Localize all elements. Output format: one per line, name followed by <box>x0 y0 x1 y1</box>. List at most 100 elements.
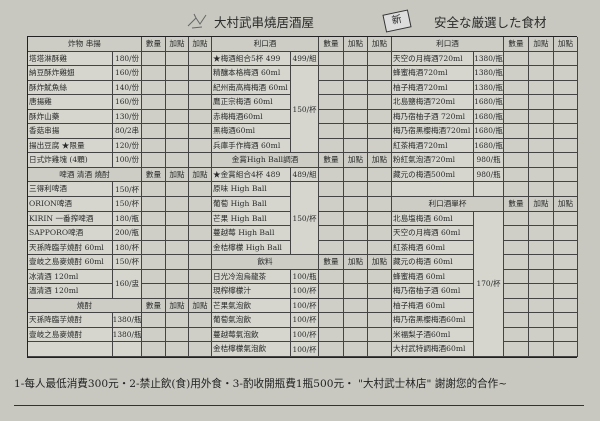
add-order-input[interactable] <box>344 80 368 96</box>
add-order-input[interactable] <box>554 327 578 343</box>
quantity-input[interactable] <box>142 226 166 241</box>
quantity-input[interactable] <box>142 95 166 110</box>
add-order-input[interactable] <box>189 138 212 154</box>
add-order-input[interactable] <box>368 211 392 227</box>
quantity-input[interactable] <box>504 240 529 256</box>
add-order-input[interactable] <box>344 182 368 197</box>
quantity-input[interactable] <box>142 313 166 328</box>
add-order-input[interactable] <box>529 124 554 139</box>
quantity-input[interactable] <box>319 342 344 357</box>
quantity-input[interactable] <box>142 138 166 154</box>
add-order-input[interactable] <box>368 80 392 96</box>
add-order-input[interactable] <box>166 255 189 270</box>
add-order-input[interactable] <box>166 226 189 241</box>
add-order-input[interactable] <box>344 327 368 343</box>
add-order-input[interactable] <box>554 211 578 227</box>
add-order-input[interactable] <box>554 284 578 299</box>
add-order-input[interactable] <box>166 95 189 110</box>
add-order-input[interactable] <box>189 66 212 81</box>
quantity-input[interactable] <box>319 240 344 256</box>
add-order-input[interactable] <box>344 95 368 110</box>
quantity-input[interactable] <box>142 255 166 270</box>
quantity-input[interactable] <box>319 167 344 183</box>
add-order-input[interactable] <box>344 226 368 241</box>
add-order-input[interactable] <box>189 51 212 67</box>
quantity-input[interactable] <box>504 167 529 183</box>
add-order-input[interactable] <box>166 211 189 227</box>
quantity-input[interactable] <box>504 269 529 285</box>
add-order-input[interactable] <box>529 226 554 241</box>
add-order-input[interactable] <box>554 80 578 96</box>
add-order-input[interactable] <box>368 51 392 67</box>
quantity-input[interactable] <box>504 80 529 96</box>
add-order-input[interactable] <box>368 298 392 314</box>
quantity-input[interactable] <box>142 66 166 81</box>
quantity-input[interactable] <box>142 240 166 256</box>
quantity-input[interactable] <box>319 211 344 227</box>
add-order-input[interactable] <box>189 80 212 96</box>
add-order-input[interactable] <box>368 124 392 139</box>
add-order-input[interactable] <box>368 66 392 81</box>
add-order-input[interactable] <box>344 284 368 299</box>
add-order-input[interactable] <box>344 211 368 227</box>
quantity-input[interactable] <box>142 269 166 285</box>
add-order-input[interactable] <box>166 342 189 357</box>
add-order-input[interactable] <box>368 138 392 154</box>
add-order-input[interactable] <box>344 124 368 139</box>
add-order-input[interactable] <box>554 313 578 328</box>
add-order-input[interactable] <box>529 313 554 328</box>
add-order-input[interactable] <box>554 124 578 139</box>
add-order-input[interactable] <box>189 226 212 241</box>
add-order-input[interactable] <box>344 66 368 81</box>
quantity-input[interactable] <box>319 124 344 139</box>
quantity-input[interactable] <box>142 153 166 168</box>
quantity-input[interactable] <box>319 197 344 212</box>
add-order-input[interactable] <box>344 240 368 256</box>
add-order-input[interactable] <box>189 109 212 125</box>
add-order-input[interactable] <box>368 327 392 343</box>
quantity-input[interactable] <box>319 298 344 314</box>
add-order-input[interactable] <box>368 109 392 125</box>
add-order-input[interactable] <box>368 284 392 299</box>
add-order-input[interactable] <box>166 327 189 343</box>
quantity-input[interactable] <box>504 284 529 299</box>
add-order-input[interactable] <box>554 226 578 241</box>
quantity-input[interactable] <box>504 182 529 197</box>
quantity-input[interactable] <box>504 211 529 227</box>
add-order-input[interactable] <box>344 342 368 357</box>
quantity-input[interactable] <box>142 124 166 139</box>
add-order-input[interactable] <box>554 167 578 183</box>
add-order-input[interactable] <box>529 269 554 285</box>
add-order-input[interactable] <box>368 182 392 197</box>
add-order-input[interactable] <box>554 109 578 125</box>
add-order-input[interactable] <box>344 313 368 328</box>
quantity-input[interactable] <box>504 51 529 67</box>
add-order-input[interactable] <box>368 240 392 256</box>
add-order-input[interactable] <box>529 66 554 81</box>
add-order-input[interactable] <box>166 138 189 154</box>
add-order-input[interactable] <box>166 109 189 125</box>
add-order-input[interactable] <box>344 298 368 314</box>
quantity-input[interactable] <box>142 284 166 299</box>
add-order-input[interactable] <box>166 313 189 328</box>
add-order-input[interactable] <box>368 95 392 110</box>
add-order-input[interactable] <box>554 138 578 154</box>
quantity-input[interactable] <box>319 51 344 67</box>
quantity-input[interactable] <box>504 95 529 110</box>
quantity-input[interactable] <box>142 197 166 212</box>
add-order-input[interactable] <box>166 182 189 197</box>
quantity-input[interactable] <box>504 313 529 328</box>
quantity-input[interactable] <box>142 327 166 343</box>
quantity-input[interactable] <box>142 109 166 125</box>
add-order-input[interactable] <box>529 298 554 314</box>
add-order-input[interactable] <box>189 95 212 110</box>
quantity-input[interactable] <box>142 182 166 197</box>
add-order-input[interactable] <box>529 138 554 154</box>
add-order-input[interactable] <box>166 124 189 139</box>
add-order-input[interactable] <box>166 269 189 285</box>
add-order-input[interactable] <box>554 95 578 110</box>
quantity-input[interactable] <box>504 124 529 139</box>
quantity-input[interactable] <box>142 342 166 357</box>
add-order-input[interactable] <box>368 342 392 357</box>
add-order-input[interactable] <box>529 109 554 125</box>
